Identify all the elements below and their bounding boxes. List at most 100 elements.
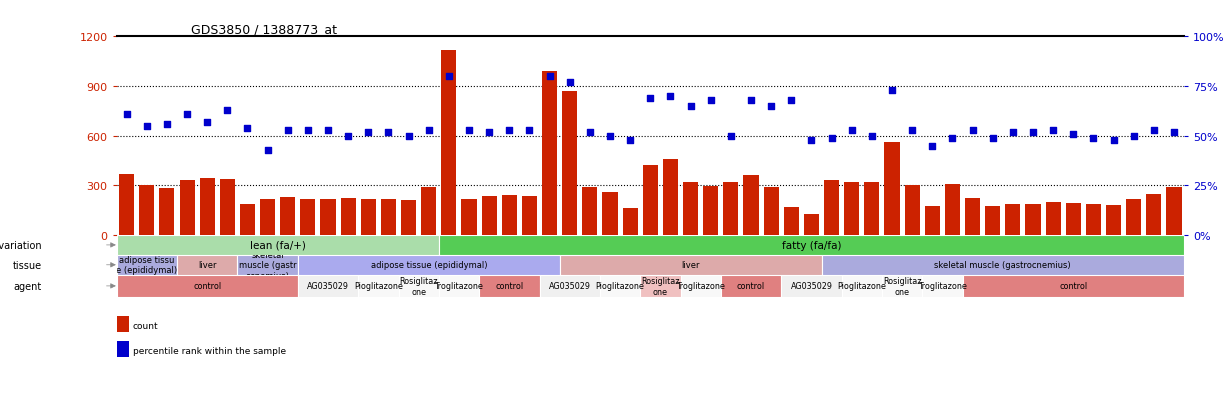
Point (520, 127, 540, 134)
Point (1043, 127, 1063, 134)
Bar (260, 199, 275, 235)
Point (863, 133, 882, 140)
Bar (117, 275, 298, 297)
Bar (885, 143, 899, 235)
Point (379, 129, 399, 135)
Bar (502, 196, 517, 235)
Text: control: control (737, 282, 766, 291)
Point (660, 93, 680, 100)
Bar (521, 197, 537, 235)
Text: liver: liver (198, 261, 216, 270)
Text: Pioglitazone: Pioglitazone (353, 282, 402, 291)
Point (217, 107, 237, 114)
Point (701, 97, 720, 104)
Text: Rosiglitaz
one: Rosiglitaz one (400, 277, 438, 296)
Bar (945, 184, 960, 235)
Point (560, 79, 579, 86)
Point (782, 97, 801, 104)
Point (339, 133, 358, 140)
Bar (401, 201, 416, 235)
Text: genotype/variation: genotype/variation (0, 240, 42, 250)
Bar (562, 92, 577, 235)
Text: skeletal
muscle (gastr
ocnemius): skeletal muscle (gastr ocnemius) (239, 250, 297, 280)
Bar (380, 199, 396, 235)
Bar (482, 197, 497, 235)
Text: GDS3850 / 1388773_at: GDS3850 / 1388773_at (191, 23, 337, 36)
Point (801, 137, 821, 144)
Bar (560, 255, 822, 275)
Bar (320, 200, 336, 235)
Point (258, 147, 277, 154)
Bar (985, 206, 1000, 235)
Bar (117, 235, 439, 255)
Point (882, 88, 902, 94)
Bar (421, 188, 437, 235)
Text: lean (fa/+): lean (fa/+) (250, 240, 306, 250)
Point (1002, 129, 1022, 135)
Point (600, 133, 620, 140)
Bar (1126, 200, 1141, 235)
Bar (160, 188, 174, 235)
Point (963, 127, 983, 134)
Bar (179, 181, 195, 235)
Point (238, 125, 258, 132)
Bar (237, 255, 298, 275)
Bar (640, 275, 681, 297)
Point (439, 74, 459, 80)
Text: AG035029: AG035029 (548, 282, 590, 291)
Bar (1167, 188, 1182, 235)
Bar (399, 275, 439, 297)
Point (1104, 137, 1124, 144)
Bar (583, 188, 598, 235)
Bar (1106, 206, 1121, 235)
Bar (724, 183, 739, 235)
Bar (341, 198, 356, 235)
Point (480, 129, 499, 135)
Point (842, 127, 861, 134)
Bar (442, 50, 456, 235)
Bar (643, 166, 658, 235)
Bar (1005, 205, 1021, 235)
Bar (825, 181, 839, 235)
Point (137, 123, 157, 130)
Bar (622, 209, 638, 235)
Text: Troglitazone: Troglitazone (434, 282, 483, 291)
Bar (1066, 203, 1081, 235)
Bar (784, 207, 799, 235)
Text: Rosiglitaz
one: Rosiglitaz one (883, 277, 921, 296)
Bar (240, 204, 255, 235)
Point (741, 97, 761, 104)
Bar (962, 275, 1184, 297)
Text: AG035029: AG035029 (307, 282, 348, 291)
Text: Troglitazone: Troglitazone (676, 282, 725, 291)
Point (279, 127, 298, 134)
Bar (763, 188, 779, 235)
Text: Troglitazone: Troglitazone (918, 282, 967, 291)
Text: Pioglitazone: Pioglitazone (837, 282, 886, 291)
Bar (119, 174, 134, 235)
Point (318, 127, 337, 134)
Bar (804, 215, 818, 235)
Bar (301, 199, 315, 235)
Bar (1086, 205, 1101, 235)
Bar (220, 179, 234, 235)
Bar (864, 183, 880, 235)
Text: count: count (133, 321, 158, 330)
Text: tissue: tissue (12, 260, 42, 270)
Text: agent: agent (13, 281, 42, 291)
Bar (1146, 194, 1162, 235)
Text: AG035029: AG035029 (790, 282, 832, 291)
Bar (925, 206, 940, 235)
Point (1023, 129, 1043, 135)
Point (1064, 131, 1083, 138)
Point (942, 135, 962, 142)
Point (198, 119, 217, 126)
Text: Rosiglitaz
one: Rosiglitaz one (642, 277, 680, 296)
Bar (782, 275, 842, 297)
Bar (882, 275, 923, 297)
Bar (540, 275, 600, 297)
Point (177, 111, 196, 118)
Point (418, 127, 438, 134)
Point (399, 133, 418, 140)
Point (358, 129, 378, 135)
